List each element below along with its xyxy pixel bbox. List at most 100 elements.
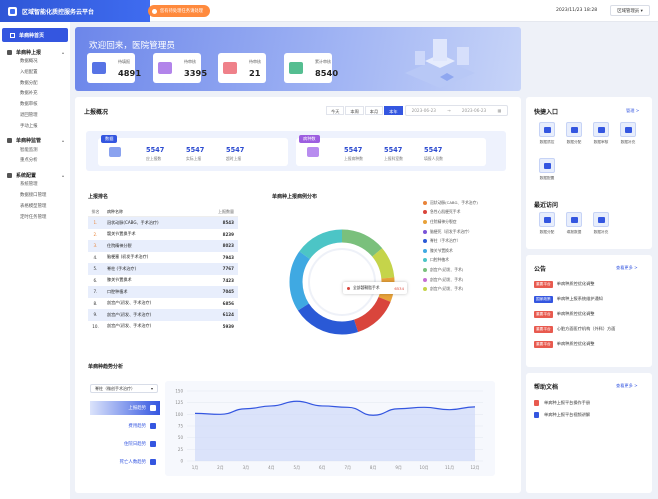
sidebar-group-0[interactable]: 单病种上报 ▴	[0, 47, 70, 57]
stat-value: 5547	[424, 146, 443, 154]
sidebar-item[interactable]: 入组配置	[20, 69, 38, 75]
table-row[interactable]: 10. 剖宫产(初发、手术治疗) 5939	[88, 321, 238, 333]
quick-entry[interactable]: 数据分配	[561, 122, 587, 145]
stat-label: 上报科室数	[384, 156, 403, 161]
table-row[interactable]: 3. 住院精神分裂 8023	[88, 240, 238, 252]
calendar-icon: ▦	[497, 108, 502, 113]
announce-more-link[interactable]: 查看更多 >	[616, 265, 638, 270]
legend-item[interactable]: 急性心肌梗死手术	[423, 208, 478, 218]
sidebar-item[interactable]: 数据概况	[20, 59, 38, 64]
filter-tab[interactable]: 本年	[384, 106, 403, 115]
home-icon	[10, 32, 15, 38]
summary-card[interactable]: 累计审核 8540	[284, 53, 338, 83]
user-menu[interactable]: 区域管理员 ▾	[610, 5, 650, 16]
chevron-up-icon: ▴	[61, 138, 64, 144]
sidebar-item[interactable]: 定时任务管理	[20, 214, 47, 220]
sidebar-item[interactable]: 数据审核	[20, 102, 38, 108]
sidebar-item[interactable]: 表格模型管理	[20, 203, 47, 209]
sidebar-item[interactable]: 数据接口管理	[20, 192, 47, 198]
legend-label: 急性心肌梗死手术	[430, 209, 461, 215]
trend-tab[interactable]: 死亡人数趋势	[90, 455, 160, 469]
announcement-item[interactable]: 国家政策 单病种上报系统维护通知	[534, 294, 603, 304]
announcement-item[interactable]: 重要平台 单病种质控优化调整	[534, 309, 594, 319]
table-row[interactable]: 5. 脊柱 (手术治疗) 7767	[88, 263, 238, 275]
sidebar-group-1[interactable]: 单病种监管 ▴	[0, 136, 70, 146]
video-file-icon	[534, 412, 539, 418]
legend-label: 口腔种植术	[430, 257, 449, 263]
legend-item[interactable]: 脊柱（手术治疗）	[423, 236, 478, 246]
legend-item[interactable]: 膝关节置换术	[423, 246, 478, 256]
legend-item[interactable]: 口腔种植术	[423, 256, 478, 266]
sidebar-item[interactable]: 数据分配	[20, 80, 38, 86]
recent-entry[interactable]: 数据分配	[534, 212, 560, 235]
sidebar-item[interactable]: 数据补充	[20, 91, 38, 97]
quick-entry-label: 数据审核	[593, 140, 609, 144]
y-tick-label: 25	[178, 447, 184, 452]
filter-tab[interactable]: 本月	[364, 106, 384, 115]
table-row[interactable]: 6. 膝关节置换术 7423	[88, 275, 238, 287]
trend-tab[interactable]: 住院日趋势	[90, 437, 160, 451]
stat-value: 5547	[226, 146, 245, 154]
announcement-item[interactable]: 重要平台 单病种质控优化调整	[534, 339, 594, 349]
help-more-link[interactable]: 查看更多 >	[616, 383, 638, 388]
announcement-badge: 重要平台	[534, 325, 553, 333]
legend-item[interactable]: 脑梗死（初发手术治疗）	[423, 227, 478, 237]
quick-title: 快捷入口	[534, 109, 559, 116]
summary-card[interactable]: 待审核 3395	[153, 53, 207, 83]
summary-card[interactable]: 待审核 21	[218, 53, 266, 83]
quick-entry[interactable]: 数据质控	[534, 122, 560, 145]
date-range-picker[interactable]: 2023-06-23 → 2023-06-23 ▦	[405, 105, 508, 116]
menu-icon	[7, 138, 12, 144]
summary-card[interactable]: 待填报 4891	[87, 53, 141, 83]
brand[interactable]: 区域智能化质控服务云平台	[0, 0, 150, 22]
stat-item: 5547 超时上报	[226, 146, 266, 162]
quick-entry[interactable]: 数据审核	[588, 122, 614, 145]
stat-value: 5547	[186, 146, 205, 154]
disease-name: 冠状动脉(CABG、手术治疗)	[107, 219, 159, 225]
notice-pill[interactable]: 您有待处理任务请处理	[148, 5, 210, 17]
table-row[interactable]: 2. 髋关节置换手术 8239	[88, 229, 238, 241]
ranking-table: 排名 病种名称 上报数量 1. 冠状动脉(CABG、手术治疗) 8543 2. 髋关节置…	[88, 208, 238, 332]
trend-tab[interactable]: 费用趋势	[90, 419, 160, 433]
sidebar-item[interactable]: 系统管理	[20, 182, 38, 188]
recent-entry[interactable]: 数据补充	[588, 212, 614, 235]
rank-number: 7.	[93, 289, 98, 295]
help-doc-link[interactable]: 单病种上报平台操作手册	[534, 400, 590, 406]
announcement-badge: 重要平台	[534, 280, 553, 288]
legend-label: 膝关节置换术	[430, 247, 453, 253]
legend-swatch	[423, 229, 427, 234]
bell-icon	[152, 8, 157, 14]
announcement-item[interactable]: 重要平台 心脏方面医疗机构（外科）方面	[534, 324, 615, 334]
disease-name: 剖宫产(初发、手术治疗)	[107, 300, 152, 306]
recent-entry[interactable]: 填报数据	[561, 212, 587, 235]
x-tick-label: 10月	[420, 465, 429, 470]
table-row[interactable]: 4. 脑梗塞 (初发手术治疗) 7943	[88, 252, 238, 264]
table-row[interactable]: 9. 剖宫产(初发、手术治疗) 6124	[88, 309, 238, 321]
table-row[interactable]: 8. 剖宫产(初发、手术治疗) 6856	[88, 298, 238, 310]
legend-item[interactable]: 剖宫产(初发、手术)	[423, 275, 478, 285]
legend-item[interactable]: 住院精神分裂症	[423, 217, 478, 227]
legend-item[interactable]: 冠状动脉(CABG、手术治疗)	[423, 198, 478, 208]
filter-tab[interactable]: 本周	[345, 106, 364, 115]
sidebar-item[interactable]: 智能监测	[20, 147, 38, 153]
table-row[interactable]: 7. 口腔种植术 7045	[88, 286, 238, 298]
sidebar-item[interactable]: 退回管理	[20, 112, 38, 118]
disease-select[interactable]: 脊柱（微创手术治疗） ▾	[90, 384, 158, 393]
legend-item[interactable]: 剖宫产(初发、手术)	[423, 265, 478, 275]
trend-tab[interactable]: 上报趋势	[90, 401, 160, 415]
quick-manage-link[interactable]: 管理 >	[626, 108, 640, 113]
filter-tab[interactable]: 今天	[326, 106, 345, 115]
sidebar-item[interactable]: 手动上报	[20, 123, 38, 129]
sidebar-group-2[interactable]: 系统配置 ▴	[0, 170, 70, 180]
help-panel: 帮助文档 查看更多 >	[526, 373, 652, 493]
quick-entry[interactable]: 数据补充	[615, 122, 641, 145]
announcement-item[interactable]: 重要平台 单病种质控优化调整	[534, 279, 594, 289]
sidebar-item[interactable]: 重点分析	[20, 158, 38, 164]
table-row[interactable]: 1. 冠状动脉(CABG、手术治疗) 8543	[88, 217, 238, 229]
quick-entry[interactable]: 数据配置	[534, 158, 560, 181]
help-doc-link[interactable]: 单病种上报平台视频讲解	[534, 412, 590, 418]
sidebar-item-home[interactable]: 单病种首页	[2, 28, 68, 42]
folder-icon	[158, 62, 172, 74]
recent-entry-label: 数据分配	[539, 230, 555, 234]
legend-item[interactable]: 剖宫产(初发、手术)	[423, 284, 478, 294]
